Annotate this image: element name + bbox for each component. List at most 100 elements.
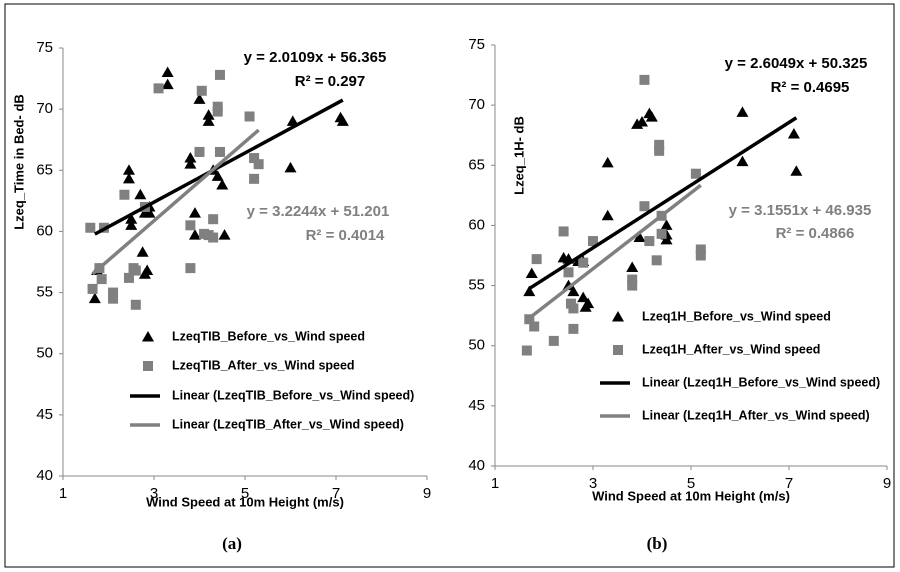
- data-point: [651, 255, 662, 266]
- legend-swatch: [613, 345, 623, 355]
- data-point: [601, 209, 614, 221]
- data-point: [690, 168, 701, 179]
- data-point: [194, 146, 205, 157]
- data-point: [134, 188, 147, 200]
- trend-line: [94, 98, 344, 236]
- legend-label: Linear (LzeqTIB_Before_vs_Wind speed): [172, 388, 414, 402]
- data-point: [125, 219, 138, 230]
- trend-line: [528, 116, 798, 291]
- data-point: [627, 280, 638, 291]
- data-point: [161, 66, 174, 77]
- legend-label: Linear (Lzeq1H_After_vs_Wind speed): [642, 408, 870, 422]
- data-point: [790, 165, 803, 176]
- legend-label: LzeqTIB_After_vs_Wind speed: [172, 358, 355, 372]
- data-point: [633, 231, 646, 242]
- data-point: [656, 228, 667, 239]
- data-point: [130, 299, 141, 310]
- data-point: [125, 213, 138, 224]
- data-point: [568, 323, 579, 334]
- legend-swatch: [143, 361, 153, 371]
- data-point: [645, 111, 658, 122]
- data-point: [216, 178, 229, 190]
- x-tick-label: 9: [423, 485, 431, 502]
- data-point: [567, 285, 580, 297]
- data-point: [196, 85, 207, 96]
- data-point: [601, 156, 614, 168]
- x-tick-label: 5: [687, 475, 695, 492]
- y-tick-label: 70: [468, 96, 485, 113]
- caption: (a): [222, 534, 242, 553]
- data-point: [185, 263, 196, 274]
- data-point: [85, 222, 96, 233]
- y-axis-label: Lzeq_1H- dB: [511, 116, 526, 195]
- data-point: [558, 226, 569, 237]
- legend-label: Lzeq1H_Before_vs_Wind speed: [642, 309, 831, 323]
- data-point: [636, 115, 648, 127]
- data-point: [568, 303, 579, 314]
- data-point: [253, 159, 264, 170]
- annotation: y = 3.2244x + 51.201: [247, 203, 390, 220]
- data-point: [208, 232, 219, 243]
- data-point: [578, 257, 589, 268]
- data-point: [143, 207, 156, 218]
- annotation: R² = 0.4014: [306, 227, 385, 244]
- trend-line: [525, 183, 702, 322]
- data-point: [208, 214, 219, 225]
- annotation: y = 2.0109x + 56.365: [244, 49, 387, 66]
- data-point: [695, 244, 706, 255]
- x-axis-label: Wind Speed at 10m Height (m/s): [592, 488, 790, 503]
- data-point: [161, 78, 174, 90]
- data-point: [284, 161, 297, 173]
- data-point: [202, 115, 215, 126]
- annotation: y = 2.6049x + 50.325: [725, 55, 868, 72]
- data-point: [123, 272, 134, 283]
- data-point: [627, 274, 638, 285]
- data-point: [193, 93, 206, 104]
- data-point: [654, 139, 665, 150]
- y-tick-label: 75: [468, 36, 485, 53]
- legend-label: LzeqTIB_Before_vs_Wind speed: [172, 329, 365, 343]
- trend-line: [91, 128, 260, 276]
- data-point: [184, 152, 197, 163]
- data-point: [141, 264, 154, 276]
- data-point: [577, 291, 590, 303]
- data-point: [736, 155, 749, 167]
- x-tick-label: 9: [883, 475, 891, 492]
- y-tick-label: 65: [36, 161, 53, 178]
- y-tick-label: 70: [36, 100, 53, 117]
- caption: (b): [647, 534, 668, 553]
- data-point: [660, 219, 673, 230]
- data-point: [736, 106, 749, 117]
- data-point: [660, 233, 673, 245]
- data-point: [286, 115, 299, 126]
- data-point: [188, 229, 201, 240]
- data-point: [639, 201, 650, 212]
- data-point: [626, 261, 639, 273]
- x-tick-label: 3: [150, 485, 158, 502]
- data-point: [644, 236, 655, 247]
- data-point: [531, 254, 542, 265]
- y-tick-label: 40: [468, 457, 485, 474]
- data-point: [108, 293, 119, 304]
- data-point: [548, 335, 559, 346]
- y-tick-label: 45: [468, 397, 485, 414]
- data-point: [218, 229, 231, 240]
- data-point: [184, 158, 197, 169]
- data-point: [130, 265, 141, 276]
- data-point: [249, 173, 260, 184]
- data-point: [119, 189, 130, 200]
- x-tick-label: 3: [589, 475, 597, 492]
- data-point: [582, 297, 595, 309]
- data-point: [521, 345, 532, 356]
- data-point: [185, 220, 196, 231]
- data-point: [249, 153, 260, 164]
- data-point: [211, 170, 224, 181]
- y-tick-label: 50: [468, 337, 485, 354]
- legend-swatch: [142, 331, 154, 342]
- y-tick-label: 75: [36, 39, 53, 56]
- data-point: [639, 74, 650, 85]
- y-tick-label: 65: [468, 156, 485, 173]
- data-point: [87, 283, 98, 294]
- y-tick-label: 55: [36, 284, 53, 301]
